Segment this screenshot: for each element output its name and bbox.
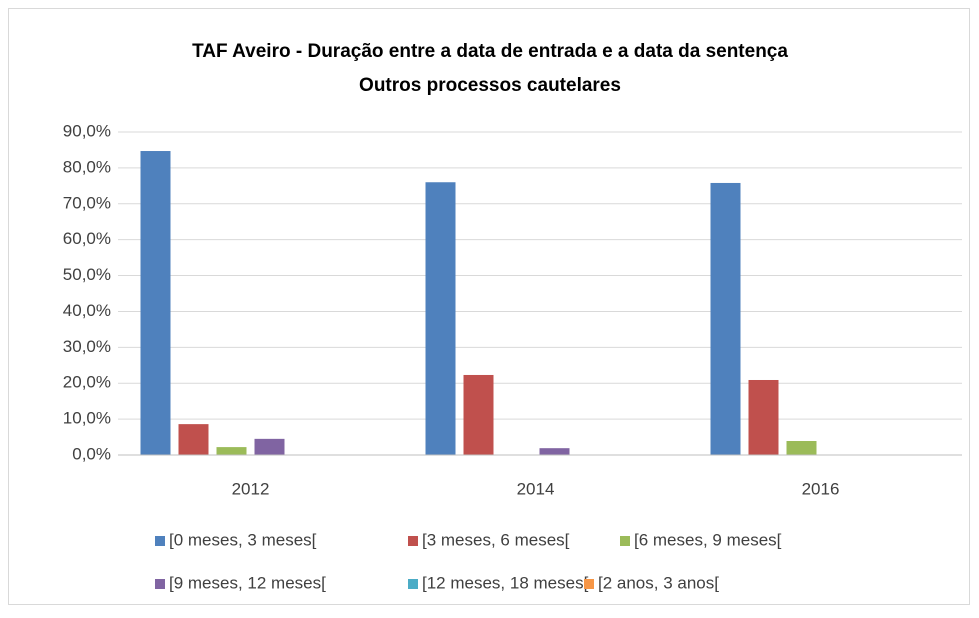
chart-title: TAF Aveiro - Duração entre a data de ent… <box>192 41 788 62</box>
legend-label: [0 meses, 3 meses[ <box>169 530 317 549</box>
y-tick-label: 60,0% <box>63 229 111 248</box>
bar <box>254 438 285 455</box>
legend-label: [2 anos, 3 anos[ <box>598 573 719 592</box>
legend-swatch <box>620 536 630 546</box>
chart-subtitle: Outros processos cautelares <box>359 75 621 96</box>
bar <box>710 182 741 455</box>
bar <box>786 441 817 455</box>
bar <box>425 182 456 455</box>
bar <box>216 447 247 455</box>
y-tick-label: 30,0% <box>63 337 111 356</box>
y-tick-label: 20,0% <box>63 373 111 392</box>
legend-label: [12 meses, 18 meses[ <box>422 573 589 592</box>
x-tick-label: 2012 <box>232 479 270 498</box>
y-tick-label: 90,0% <box>63 121 111 140</box>
legend-label: [3 meses, 6 meses[ <box>422 530 570 549</box>
legend-swatch <box>584 579 594 589</box>
legend-label: [6 meses, 9 meses[ <box>634 530 782 549</box>
bar <box>140 151 171 455</box>
y-tick-label: 40,0% <box>63 301 111 320</box>
bar <box>178 424 209 455</box>
legend-swatch <box>155 536 165 546</box>
y-tick-label: 80,0% <box>63 157 111 176</box>
legend-label: [9 meses, 12 meses[ <box>169 573 326 592</box>
y-tick-label: 10,0% <box>63 409 111 428</box>
y-tick-label: 50,0% <box>63 265 111 284</box>
bar <box>748 379 779 455</box>
y-tick-label: 70,0% <box>63 193 111 212</box>
x-tick-label: 2016 <box>802 479 840 498</box>
legend-swatch <box>408 536 418 546</box>
x-tick-label: 2014 <box>517 479 555 498</box>
legend-swatch <box>155 579 165 589</box>
bar <box>539 448 570 455</box>
y-tick-label: 0,0% <box>72 444 111 463</box>
bar <box>463 374 494 455</box>
legend-swatch <box>408 579 418 589</box>
